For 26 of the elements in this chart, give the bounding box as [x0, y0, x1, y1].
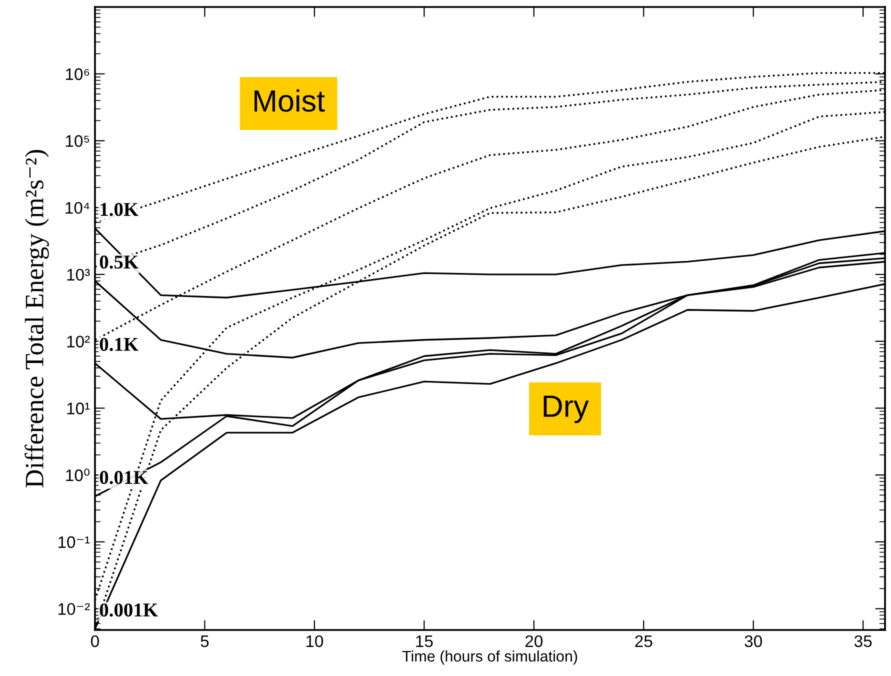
x-axis-title: Time (hours of simulation)	[402, 650, 578, 665]
x-tick-label: 10	[306, 635, 324, 648]
y-tick-label: 10⁶	[66, 68, 90, 80]
annotation: Moist	[254, 89, 325, 112]
x-tick-label: 25	[635, 635, 652, 648]
y-tick-label: 10²	[67, 336, 90, 348]
y-tick-label: 10⁻²	[58, 603, 90, 615]
x-tick-label: 30	[744, 635, 762, 648]
y-tick-label: 10¹	[67, 402, 90, 414]
y-tick-label: 10⁵	[66, 135, 90, 147]
series-label: 0.001K	[100, 603, 158, 617]
series-label: 0.01K	[100, 470, 148, 484]
x-tick-label: 0	[91, 635, 99, 648]
y-tick-label: 10³	[67, 268, 90, 281]
series-label: 0.1K	[100, 338, 138, 352]
y-tick-label: 10⁰	[66, 468, 90, 482]
x-tick-label: 35	[854, 635, 872, 648]
y-axis-title: Difference Total Energy (m²s⁻²)	[24, 150, 49, 488]
y-tick-label: 10⁴	[66, 202, 90, 214]
x-tick-label: 5	[200, 636, 209, 648]
annotation: Dry	[544, 396, 589, 424]
y-tick-label: 10⁻¹	[58, 536, 90, 548]
series-label: 0.5K	[100, 256, 138, 269]
x-tick-label: 20	[525, 635, 543, 648]
x-tick-label: 15	[416, 636, 433, 648]
series-label: 1.0K	[100, 202, 138, 216]
